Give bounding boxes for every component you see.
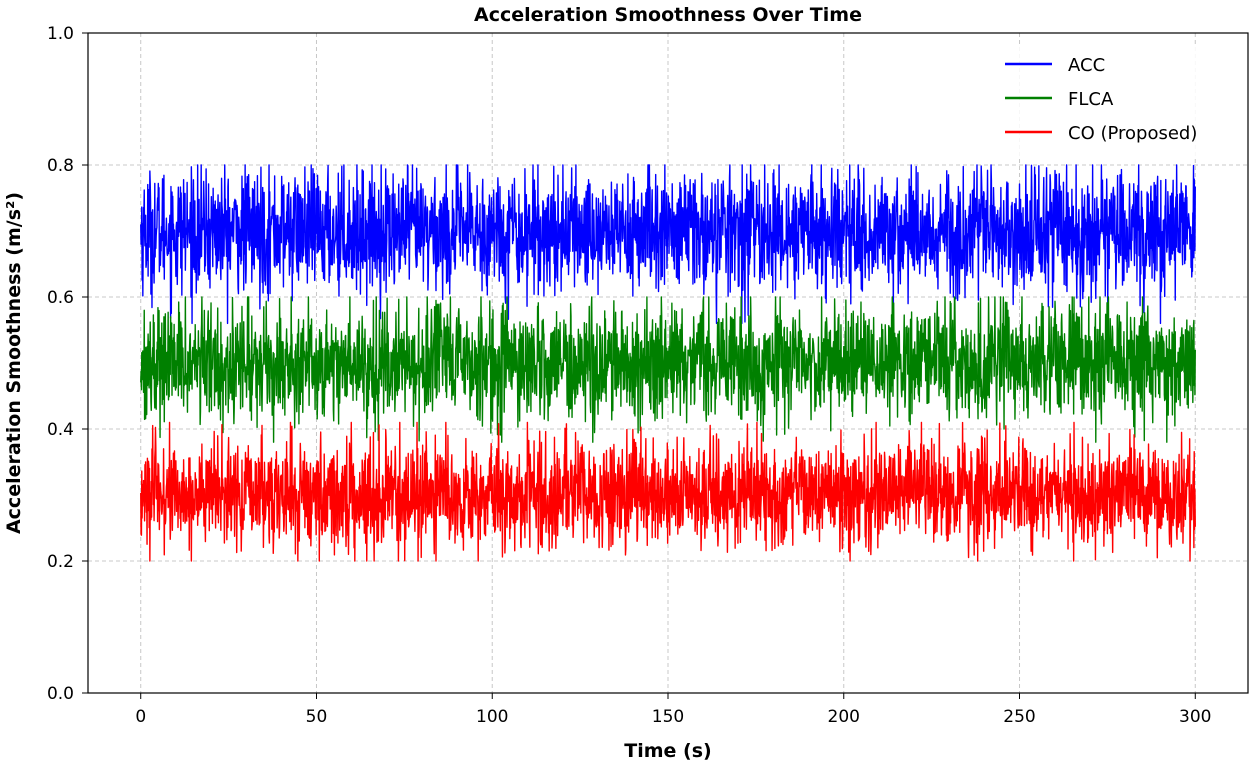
x-tick-label: 150 — [652, 707, 684, 727]
x-tick-label: 0 — [135, 707, 146, 727]
y-axis-label: Acceleration Smoothness (m/s²) — [3, 192, 25, 534]
series-line-co-proposed — [140, 421, 1196, 562]
legend-item-co-proposed: CO (Proposed) — [1005, 123, 1197, 144]
legend-label-flca: FLCA — [1068, 89, 1114, 110]
series-line-flca — [140, 296, 1196, 443]
x-tick-label: 200 — [828, 707, 860, 727]
y-tick-label: 1.0 — [47, 24, 74, 44]
legend-label-co-proposed: CO (Proposed) — [1068, 123, 1197, 144]
series-layer — [140, 164, 1196, 562]
x-tick-label: 250 — [1003, 707, 1035, 727]
y-tick-label: 0.2 — [47, 552, 74, 572]
y-tick-label: 0.8 — [47, 156, 74, 176]
y-tick-label: 0.4 — [47, 420, 74, 440]
series-line-acc — [140, 164, 1196, 325]
y-tick-label: 0.6 — [47, 288, 74, 308]
legend-label-acc: ACC — [1068, 55, 1105, 76]
x-tick-label: 300 — [1179, 707, 1211, 727]
legend: ACC FLCA CO (Proposed) — [992, 44, 1238, 156]
ticks: 0 50 100 150 200 250 300 0.0 0.2 0.4 0.6 0.8 1.0 — [47, 24, 1212, 727]
legend-item-flca: FLCA — [1005, 89, 1114, 110]
x-tick-label: 50 — [306, 707, 328, 727]
chart-title: Acceleration Smoothness Over Time — [474, 4, 862, 26]
x-axis-label: Time (s) — [624, 740, 711, 762]
x-tick-label: 100 — [476, 707, 508, 727]
y-tick-label: 0.0 — [47, 684, 74, 704]
legend-item-acc: ACC — [1005, 55, 1105, 76]
legend-box — [992, 44, 1238, 156]
